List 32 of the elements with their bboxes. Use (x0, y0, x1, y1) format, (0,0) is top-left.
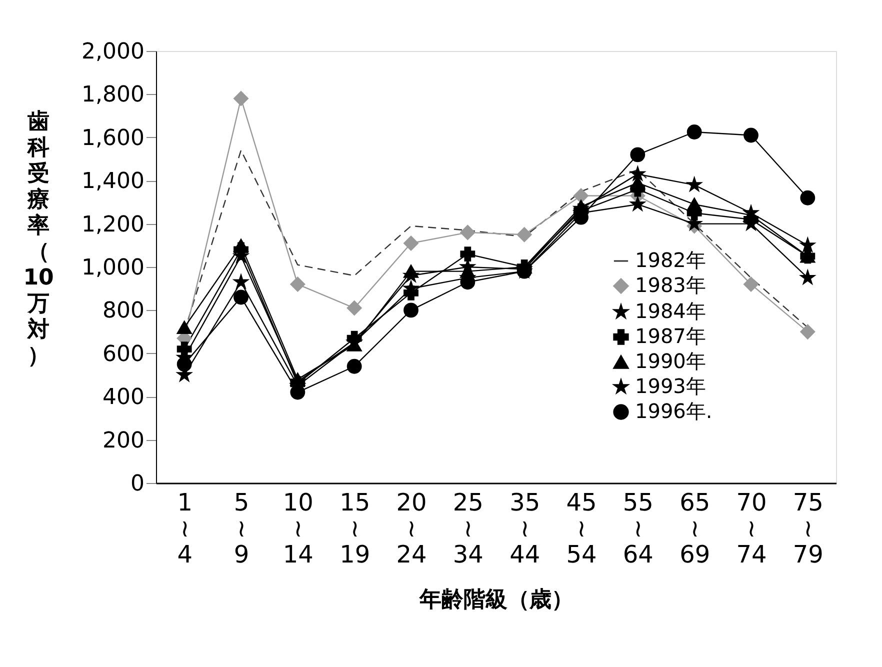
x-tick-label: 45 ≀ 54 (566, 488, 597, 568)
x-tick-label: 15 ≀ 19 (340, 488, 370, 568)
y-tick-label: 600 (102, 342, 144, 367)
x-tick-label: 20 ≀ 24 (396, 488, 427, 568)
x-tick-label: 75 ≀ 79 (792, 488, 824, 568)
x-tick-label: 10 ≀ 14 (282, 488, 314, 568)
y-tick-label: 1,800 (82, 82, 144, 108)
legend-label: 1983年 (635, 273, 706, 297)
x-tick-label: 25 ≀ 34 (452, 488, 484, 568)
y-tick-label: 1,400 (82, 169, 144, 194)
x-tick-label: 55 ≀ 64 (622, 488, 654, 568)
legend-label: 1996年. (635, 399, 712, 423)
y-tick-label: 800 (102, 298, 144, 324)
y-tick-label: 1,600 (82, 126, 144, 151)
legend-label: 1984年 (635, 299, 706, 323)
y-tick-label: 0 (130, 472, 144, 496)
x-tick-label: 5 ≀ 9 (234, 488, 250, 568)
y-tick-label: 1,000 (82, 256, 144, 280)
legend-label: 1987年 (635, 324, 706, 348)
x-tick-label: 1 ≀ 4 (177, 488, 192, 568)
legend-label: 1993年 (635, 374, 706, 398)
y-tick-label: 200 (102, 428, 144, 454)
legend-label: 1982年 (635, 248, 706, 272)
x-tick-label: 65 ≀ 69 (680, 488, 710, 568)
y-tick-label: 400 (102, 385, 144, 410)
y-tick-label: 1,200 (82, 212, 144, 238)
x-tick-label: 35 ≀ 44 (510, 488, 540, 568)
legend-label: 1990年 (635, 349, 706, 373)
text: 歯科受療率（10万対） (23, 110, 54, 368)
x-tick-label: 70 ≀ 74 (736, 488, 767, 568)
x-axis-title: 年齢階級（歳） (418, 588, 574, 612)
y-tick-label: 2,000 (82, 40, 144, 64)
